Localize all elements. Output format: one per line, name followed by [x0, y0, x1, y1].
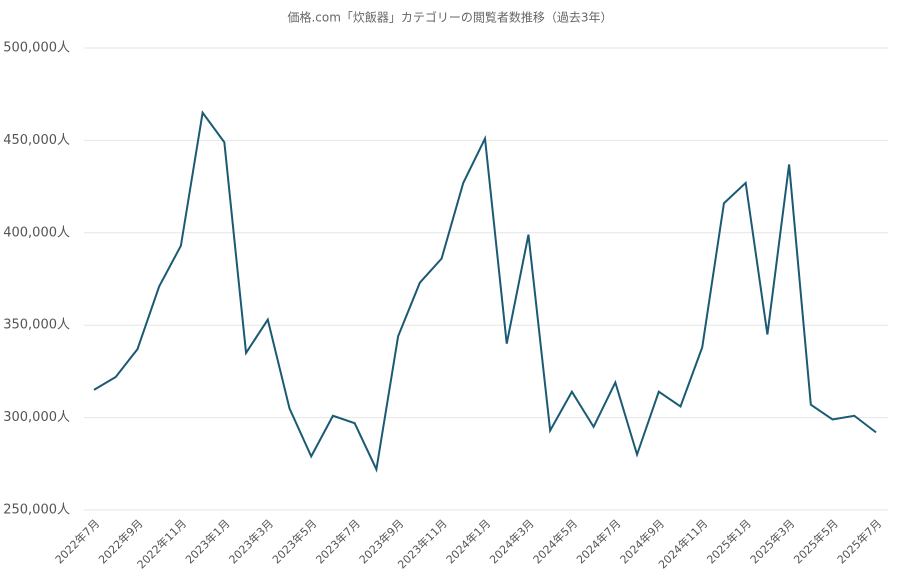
x-tick-label: 2023年5月: [269, 516, 319, 566]
y-tick-label: 250,000人: [3, 503, 70, 518]
x-tick-label: 2023年3月: [226, 516, 276, 566]
x-tick-label: 2024年3月: [486, 516, 536, 566]
x-tick-label: 2025年1月: [704, 516, 754, 566]
chart-title: 価格.com「炊飯器」カテゴリーの閲覧者数推移（過去3年）: [287, 10, 612, 25]
y-tick-label: 300,000人: [3, 410, 70, 425]
y-tick-label: 350,000人: [3, 318, 70, 333]
x-tick-label: 2024年1月: [443, 516, 493, 566]
x-tick-label: 2024年7月: [573, 516, 623, 566]
x-tick-label: 2025年5月: [791, 516, 841, 566]
y-tick-label: 450,000人: [3, 133, 70, 148]
series-line: [93, 110, 877, 473]
x-tick-label: 2025年3月: [747, 516, 797, 566]
x-tick-label: 2025年7月: [834, 516, 884, 566]
x-tick-label: 2022年7月: [52, 516, 102, 566]
y-tick-label: 500,000人: [3, 41, 70, 56]
x-tick-label: 2023年1月: [182, 516, 232, 566]
y-tick-label: 400,000人: [3, 225, 70, 240]
x-tick-label: 2024年5月: [530, 516, 580, 566]
x-tick-label: 2023年7月: [313, 516, 363, 566]
